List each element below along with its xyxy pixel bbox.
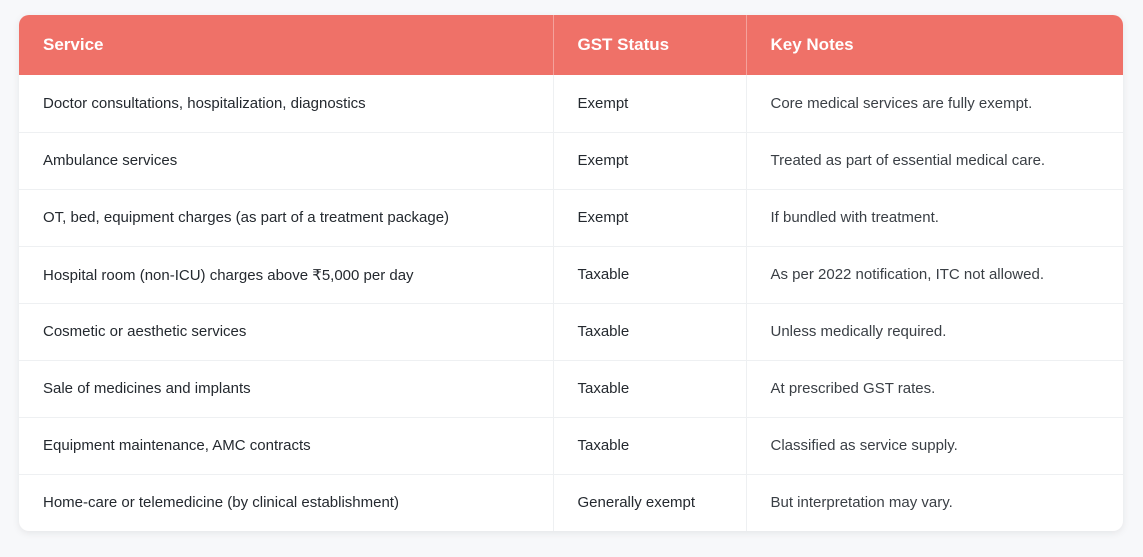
table-row: Sale of medicines and implants Taxable A… (19, 360, 1123, 417)
cell-service: Home-care or telemedicine (by clinical e… (19, 474, 554, 531)
cell-key-notes: Classified as service supply. (770, 437, 958, 454)
cell-gst-status: Generally exempt (553, 474, 747, 531)
cell-service: Doctor consultations, hospitalization, d… (19, 75, 554, 132)
cell-service: Hospital room (non-ICU) charges above ₹5… (19, 246, 554, 303)
cell-gst-status: Taxable (553, 246, 747, 303)
cell-service: Ambulance services (19, 132, 554, 189)
cell-service: OT, bed, equipment charges (as part of a… (19, 189, 554, 246)
gst-services-table-card: Service GST Status Key Notes Doctor cons… (19, 15, 1123, 531)
cell-key-notes: Unless medically required. (770, 323, 947, 340)
gst-services-table: Service GST Status Key Notes Doctor cons… (19, 15, 1123, 531)
header-service: Service (19, 15, 554, 75)
cell-key-notes: Core medical services are fully exempt. (770, 94, 1033, 112)
cell-gst-status: Taxable (553, 417, 747, 474)
cell-gst-status: Taxable (553, 360, 747, 417)
table-body: Doctor consultations, hospitalization, d… (19, 75, 1123, 531)
table-row: Doctor consultations, hospitalization, d… (19, 75, 1123, 132)
table-row: Cosmetic or aesthetic services Taxable U… (19, 303, 1123, 360)
cell-gst-status: Exempt (553, 189, 747, 246)
cell-key-notes: If bundled with treatment. (770, 209, 939, 226)
cell-service: Cosmetic or aesthetic services (19, 303, 554, 360)
cell-key-notes: As per 2022 notification, ITC not allowe… (770, 266, 1045, 283)
cell-gst-status: Exempt (553, 132, 747, 189)
header-row: Service GST Status Key Notes (19, 15, 1123, 75)
cell-service: Sale of medicines and implants (19, 360, 554, 417)
table-row: Home-care or telemedicine (by clinical e… (19, 474, 1123, 531)
table-header: Service GST Status Key Notes (19, 15, 1123, 75)
header-key-notes: Key Notes (770, 35, 854, 54)
table-row: Hospital room (non-ICU) charges above ₹5… (19, 246, 1123, 303)
cell-key-notes: But interpretation may vary. (770, 494, 953, 512)
cell-key-notes: At prescribed GST rates. (770, 380, 936, 397)
header-gst-status: GST Status (553, 15, 747, 75)
cell-gst-status: Exempt (553, 75, 747, 132)
table-row: Equipment maintenance, AMC contracts Tax… (19, 417, 1123, 474)
table-row: OT, bed, equipment charges (as part of a… (19, 189, 1123, 246)
table-row: Ambulance services Exempt Treated as par… (19, 132, 1123, 189)
cell-key-notes: Treated as part of essential medical car… (770, 152, 1046, 169)
cell-service: Equipment maintenance, AMC contracts (19, 417, 554, 474)
cell-gst-status: Taxable (553, 303, 747, 360)
